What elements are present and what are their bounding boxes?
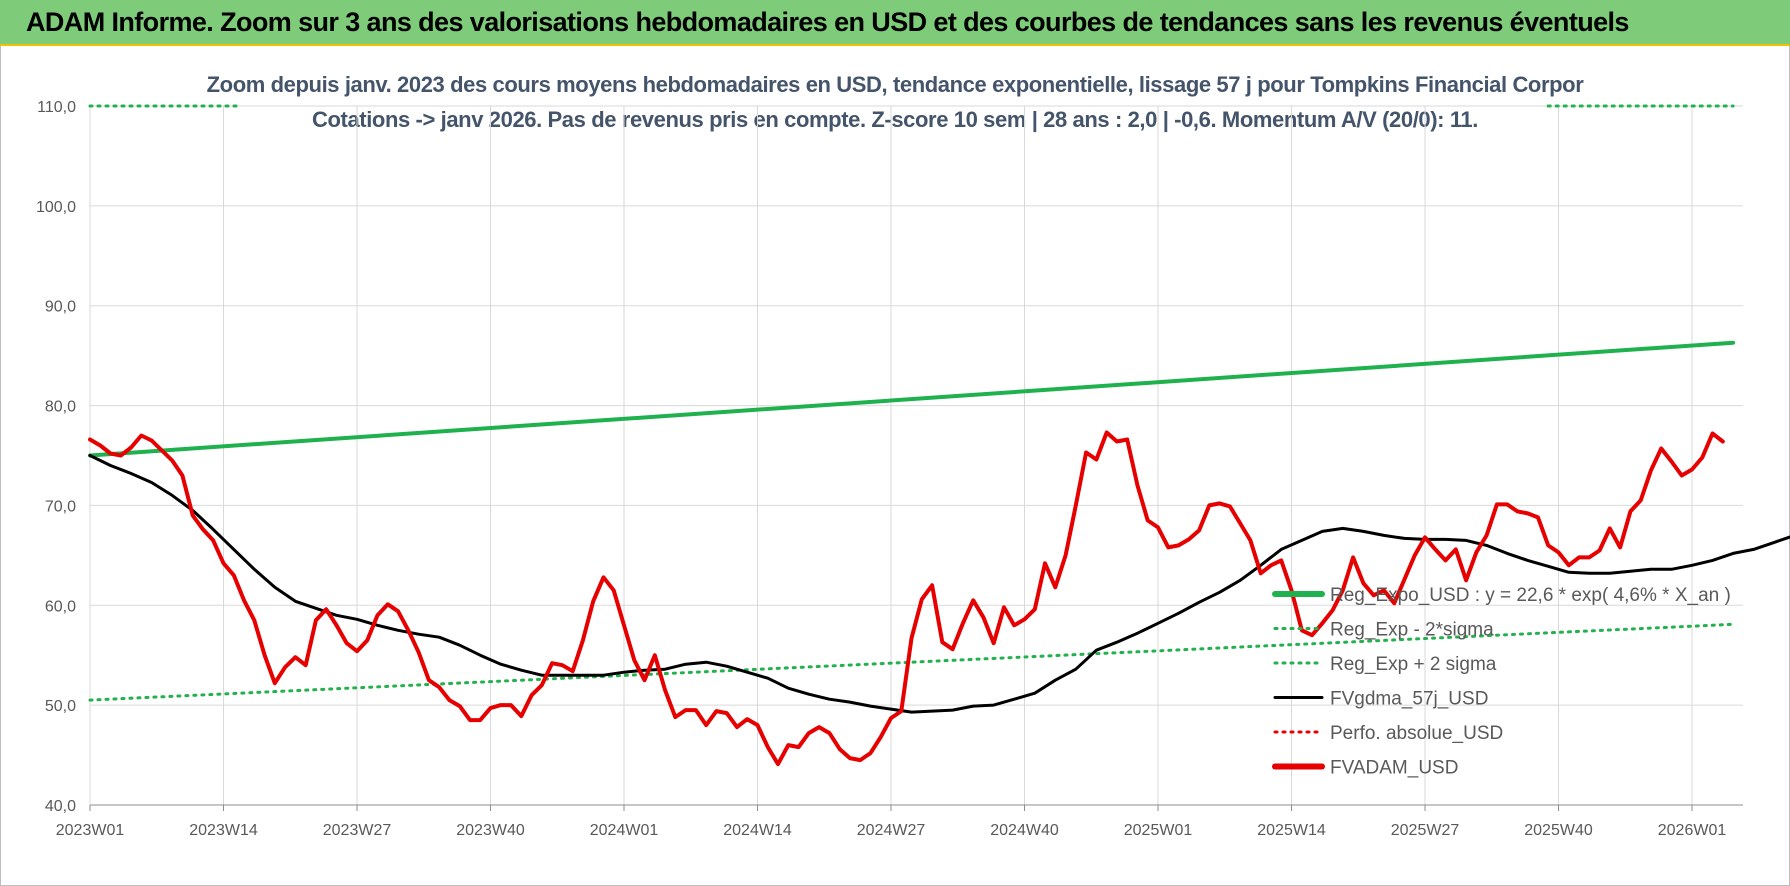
series-fvadam bbox=[88, 430, 1725, 767]
series-lines bbox=[88, 104, 1790, 767]
x-tick-label: 2025W01 bbox=[1124, 822, 1193, 839]
x-tick-label: 2025W14 bbox=[1257, 822, 1326, 839]
y-tick-label: 80,0 bbox=[45, 399, 76, 416]
x-tick-label: 2024W40 bbox=[990, 822, 1059, 839]
legend: Reg_Expo_USD : y = 22,6 * exp( 4,6% * X_… bbox=[1272, 585, 1731, 779]
y-tick-label: 90,0 bbox=[45, 299, 76, 316]
x-tick-label: 2025W40 bbox=[1524, 822, 1593, 839]
x-tick-label: 2023W40 bbox=[456, 822, 525, 839]
y-tick-label: 50,0 bbox=[45, 698, 76, 715]
y-tick-label: 110,0 bbox=[37, 99, 76, 116]
legend-label: FVgdma_57j_USD bbox=[1330, 689, 1488, 710]
grid-lines bbox=[89, 105, 1743, 806]
y-tick-label: 70,0 bbox=[45, 498, 76, 515]
y-tick-label: 60,0 bbox=[45, 598, 76, 615]
x-tick-label: 2023W01 bbox=[56, 822, 125, 839]
x-tick-label: 2024W27 bbox=[857, 822, 926, 839]
chart-title-line-2: Cotations -> janv 2026. Pas de revenus p… bbox=[312, 107, 1478, 132]
x-tick-label: 2023W14 bbox=[189, 822, 258, 839]
y-tick-label: 40,0 bbox=[45, 798, 76, 815]
legend-label: Perfo. absolue_USD bbox=[1330, 723, 1503, 744]
x-tick-label: 2025W27 bbox=[1391, 822, 1460, 839]
series-reg-minus-2sigma bbox=[88, 622, 1735, 702]
series-reg-expo bbox=[88, 340, 1736, 458]
y-tick-label: 100,0 bbox=[36, 199, 76, 216]
legend-label: Reg_Exp - 2*sigma bbox=[1330, 620, 1494, 641]
x-tick-label: 2023W27 bbox=[323, 822, 392, 839]
x-tick-label: 2024W14 bbox=[723, 822, 792, 839]
x-tick-label: 2024W01 bbox=[590, 822, 659, 839]
legend-label: Reg_Exp + 2 sigma bbox=[1330, 654, 1497, 675]
legend-label: FVADAM_USD bbox=[1330, 758, 1458, 779]
report-title: ADAM Informe. Zoom sur 3 ans des valoris… bbox=[26, 7, 1629, 37]
report-banner: ADAM Informe. Zoom sur 3 ans des valoris… bbox=[0, 0, 1790, 46]
series-fvgdma bbox=[88, 454, 1790, 714]
legend-label: Reg_Expo_USD : y = 22,6 * exp( 4,6% * X_… bbox=[1330, 585, 1731, 606]
x-tick-label: 2026W01 bbox=[1658, 822, 1727, 839]
chart-title-line-1: Zoom depuis janv. 2023 des cours moyens … bbox=[206, 72, 1584, 97]
